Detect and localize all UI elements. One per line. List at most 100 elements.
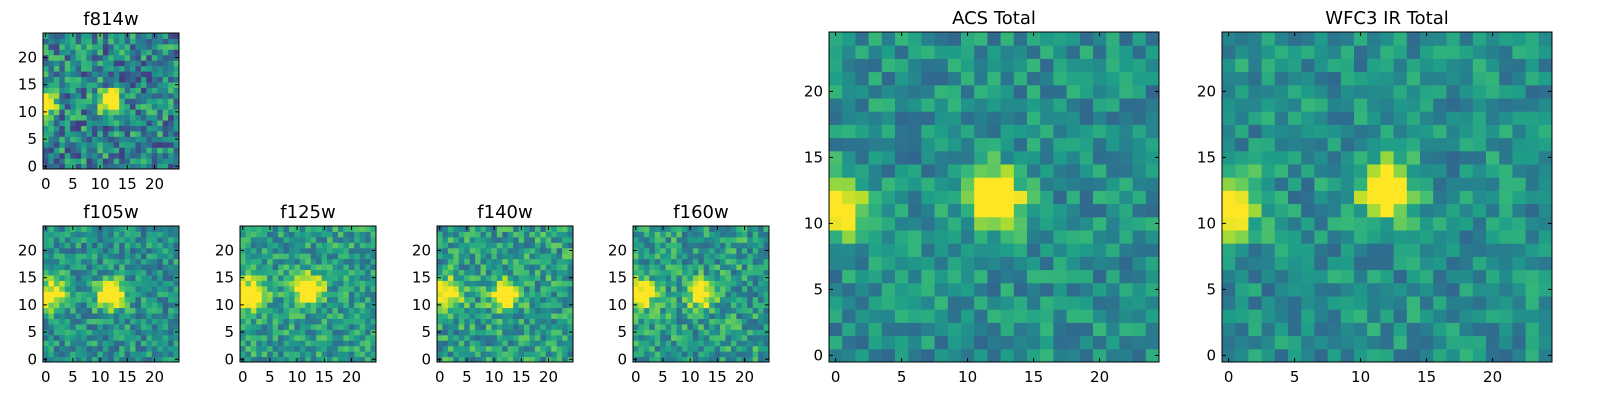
heatmap-cell bbox=[108, 152, 115, 159]
heatmap-cell bbox=[1119, 243, 1134, 257]
heatmap-cell bbox=[75, 87, 82, 94]
heatmap-cell bbox=[736, 274, 743, 281]
y-tick-label: 0 bbox=[224, 350, 234, 368]
heatmap-cell bbox=[868, 150, 883, 165]
heatmap-cell bbox=[1340, 309, 1355, 323]
heatmap-cell bbox=[53, 291, 60, 298]
heatmap-cell bbox=[299, 356, 306, 363]
heatmap-cell bbox=[829, 45, 843, 59]
heatmap-cell bbox=[1525, 322, 1540, 337]
heatmap-cell bbox=[91, 130, 98, 137]
heatmap-cell bbox=[140, 109, 147, 116]
heatmap-cell bbox=[124, 313, 131, 319]
heatmap-cell bbox=[513, 329, 520, 336]
heatmap-cell bbox=[173, 340, 180, 347]
heatmap-cell bbox=[146, 141, 153, 148]
heatmap-cell bbox=[108, 296, 115, 303]
heatmap-cell bbox=[305, 296, 312, 303]
heatmap-cell bbox=[485, 318, 492, 325]
heatmap-cell bbox=[1222, 296, 1236, 310]
heatmap-cell bbox=[842, 150, 856, 165]
heatmap-cell bbox=[545, 274, 552, 281]
heatmap-cell bbox=[113, 43, 120, 50]
heatmap-cell bbox=[294, 329, 301, 336]
heatmap-cell bbox=[725, 285, 732, 292]
heatmap-cell bbox=[1013, 269, 1028, 284]
panel-title: f814w bbox=[83, 9, 138, 30]
heatmap-cell bbox=[1119, 322, 1134, 337]
heatmap-cell bbox=[534, 291, 541, 298]
heatmap-cell bbox=[245, 307, 252, 314]
heatmap-cell bbox=[1079, 335, 1094, 350]
heatmap-cell bbox=[758, 247, 765, 254]
axes-frame bbox=[828, 31, 1160, 363]
heatmap-cell bbox=[332, 307, 339, 314]
heatmap-cell bbox=[124, 264, 131, 271]
heatmap-cell bbox=[1380, 322, 1395, 337]
heatmap-cell bbox=[1393, 98, 1408, 112]
heatmap-cell bbox=[283, 253, 290, 260]
heatmap-cell bbox=[447, 280, 454, 287]
heatmap-cell bbox=[1327, 71, 1342, 86]
heatmap-cell bbox=[135, 120, 142, 126]
heatmap-cell bbox=[1053, 322, 1068, 337]
heatmap-cell bbox=[1420, 348, 1434, 363]
heatmap-cell bbox=[660, 236, 667, 243]
heatmap-cell bbox=[256, 231, 263, 238]
heatmap-cell bbox=[1446, 71, 1461, 86]
heatmap-cell bbox=[1040, 243, 1054, 257]
heatmap-cell bbox=[1132, 243, 1147, 257]
heatmap-cell bbox=[556, 307, 563, 314]
heatmap-cell bbox=[267, 291, 274, 298]
heatmap-cell bbox=[741, 253, 748, 260]
heatmap-cell bbox=[102, 231, 109, 238]
heatmap-cell bbox=[321, 274, 328, 281]
heatmap-cell bbox=[1288, 269, 1302, 284]
heatmap-cell bbox=[102, 302, 109, 309]
heatmap-cell bbox=[272, 258, 279, 265]
heatmap-cell bbox=[157, 54, 164, 61]
heatmap-cell bbox=[881, 282, 896, 297]
heatmap-cell bbox=[140, 65, 147, 72]
heatmap-cell bbox=[1053, 177, 1068, 191]
heatmap-cell bbox=[1119, 230, 1134, 244]
heatmap-cell bbox=[562, 285, 569, 292]
heatmap-cell bbox=[97, 242, 104, 249]
heatmap-cell bbox=[1327, 203, 1342, 218]
heatmap-cell bbox=[758, 318, 765, 325]
heatmap-cell bbox=[102, 242, 109, 249]
heatmap-cell bbox=[162, 54, 169, 61]
heatmap-cell bbox=[91, 60, 98, 67]
heatmap-cell bbox=[551, 285, 558, 292]
heatmap-cell bbox=[513, 291, 520, 298]
heatmap-cell bbox=[752, 253, 759, 260]
heatmap-cell bbox=[272, 329, 279, 336]
heatmap-cell bbox=[53, 125, 60, 132]
heatmap-cell bbox=[987, 256, 1002, 271]
heatmap-cell bbox=[562, 296, 569, 303]
heatmap-cell bbox=[250, 280, 257, 287]
heatmap-cell bbox=[961, 190, 975, 205]
heatmap-cell bbox=[130, 76, 136, 83]
heatmap-cell bbox=[113, 345, 120, 352]
heatmap-cell bbox=[692, 334, 699, 341]
heatmap-cell bbox=[868, 71, 883, 86]
heatmap-cell bbox=[81, 92, 88, 99]
heatmap-image bbox=[829, 32, 1160, 363]
heatmap-cell bbox=[714, 285, 721, 292]
heatmap-cell bbox=[513, 351, 520, 358]
heatmap-cell bbox=[370, 340, 377, 347]
heatmap-cell bbox=[1248, 230, 1263, 244]
heatmap-cell bbox=[741, 318, 748, 325]
heatmap-cell bbox=[947, 111, 962, 125]
heatmap-cell bbox=[741, 247, 748, 254]
heatmap-cell bbox=[1446, 282, 1461, 297]
heatmap-cell bbox=[442, 296, 449, 303]
heatmap-cell bbox=[633, 345, 639, 352]
heatmap-cell bbox=[1013, 243, 1028, 257]
x-tick-label: 10 bbox=[958, 368, 977, 386]
heatmap-cell bbox=[736, 329, 743, 336]
heatmap-cell bbox=[961, 84, 975, 99]
heatmap-cell bbox=[1274, 124, 1289, 139]
heatmap-cell bbox=[294, 307, 301, 314]
